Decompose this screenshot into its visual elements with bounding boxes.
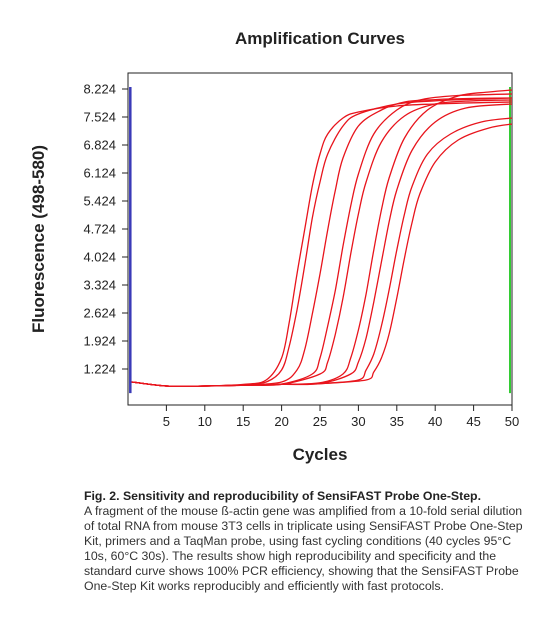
chart-title: Amplification Curves (235, 29, 405, 48)
x-tick-label: 15 (236, 414, 250, 429)
amplification-curve-3 (131, 97, 513, 387)
figure-caption: Fig. 2. Sensitivity and reproducibility … (84, 489, 524, 594)
x-axis-ticks: 5 10 15 20 25 30 35 40 45 50 (163, 405, 519, 429)
y-tick-label: 6.124 (83, 166, 116, 181)
x-tick-label: 50 (505, 414, 519, 429)
amplification-curves (131, 89, 513, 387)
amplification-curve-5 (131, 99, 513, 387)
caption-body: A fragment of the mouse ß-actin gene was… (84, 504, 523, 593)
x-tick-label: 5 (163, 414, 170, 429)
x-tick-label: 20 (274, 414, 288, 429)
x-tick-label: 30 (351, 414, 365, 429)
y-tick-label: 1.224 (83, 362, 116, 377)
amplification-curve-4 (131, 93, 513, 387)
amplification-curve-1 (131, 101, 513, 387)
y-axis-label: Fluorescence (498-580) (29, 145, 48, 333)
y-tick-label: 2.624 (83, 306, 116, 321)
y-tick-label: 6.824 (83, 138, 116, 153)
x-tick-label: 40 (428, 414, 442, 429)
y-tick-label: 4.024 (83, 250, 116, 265)
caption-title: Fig. 2. Sensitivity and reproducibility … (84, 489, 481, 503)
y-tick-label: 4.724 (83, 222, 116, 237)
y-tick-label: 8.224 (83, 82, 116, 97)
y-tick-label: 1.924 (83, 334, 116, 349)
amplification-curve-6 (131, 89, 513, 387)
x-axis-label: Cycles (293, 445, 348, 464)
amplification-curve-2 (131, 97, 513, 387)
y-tick-label: 3.324 (83, 278, 116, 293)
x-tick-label: 35 (390, 414, 404, 429)
y-tick-label: 5.424 (83, 194, 116, 209)
amplification-chart: Amplification Curves 1.224 1.924 2.624 3.32… (29, 29, 519, 464)
x-tick-label: 25 (313, 414, 327, 429)
amplification-curve-8 (131, 117, 513, 387)
y-tick-label: 7.524 (83, 110, 116, 125)
x-tick-label: 45 (466, 414, 480, 429)
y-axis-ticks: 1.224 1.924 2.624 3.324 4.024 4.724 5.424 6.124… (83, 82, 128, 377)
amplification-curve-9 (131, 123, 513, 387)
x-tick-label: 10 (198, 414, 212, 429)
plot-area-frame (127, 72, 513, 406)
